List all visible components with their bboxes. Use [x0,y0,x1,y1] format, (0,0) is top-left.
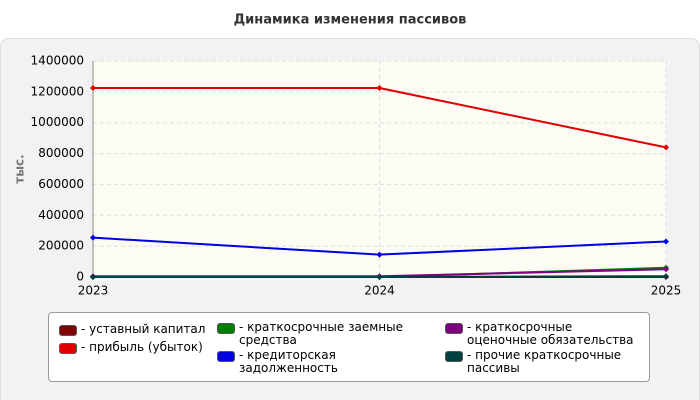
y-tick-label: 0 [76,270,84,284]
legend-swatch [217,351,235,362]
point [376,274,383,280]
y-tick-label: 800000 [38,146,84,160]
point [663,238,669,245]
point [663,273,669,280]
y-tick-label: 200000 [38,239,84,253]
point [376,85,383,91]
legend-label: - уставный капитал [81,322,206,336]
y-tick-label: 400000 [38,208,84,222]
legend-label: - кредиторская задолженность [239,348,338,375]
legend-item: - прочие краткосрочные пассивы [445,349,645,375]
point [663,266,669,273]
legend-label: - краткосрочные оценочные обязательства [467,320,634,347]
y-tick-label: 1400000 [31,54,84,68]
legend-swatch [59,325,77,336]
legend-label: - прочие краткосрочные пассивы [467,348,622,375]
legend-item: - краткосрочные заемные средства [217,321,437,347]
legend-swatch [217,323,235,334]
y-axis-label: тыс. [13,154,27,183]
y-tick-label: 1000000 [31,115,84,129]
y-tick-label: 1200000 [31,84,84,98]
legend-item: - прибыль (убыток) [59,341,209,354]
point [90,234,96,241]
legend-swatch [445,323,463,334]
chart-title: Динамика изменения пассивов [234,13,467,28]
point [90,85,96,91]
legend-item: - уставный капитал [59,323,209,336]
legend-label: - прибыль (убыток) [81,340,203,354]
legend-item: - краткосрочные оценочные обязательства [445,321,645,347]
y-tick-label: 600000 [38,177,84,191]
point [663,144,669,151]
legend: - уставный капитал - прибыль (убыток) - кр… [48,312,650,382]
point [376,251,383,258]
legend-label: - краткосрочные заемные средства [239,320,403,347]
x-tick-label: 2025 [651,284,682,298]
legend-swatch [59,343,77,354]
legend-item: - кредиторская задолженность [217,349,437,375]
x-tick-label: 2024 [364,284,395,298]
point [90,274,96,280]
x-tick-label: 2023 [78,284,109,298]
legend-swatch [445,351,463,362]
